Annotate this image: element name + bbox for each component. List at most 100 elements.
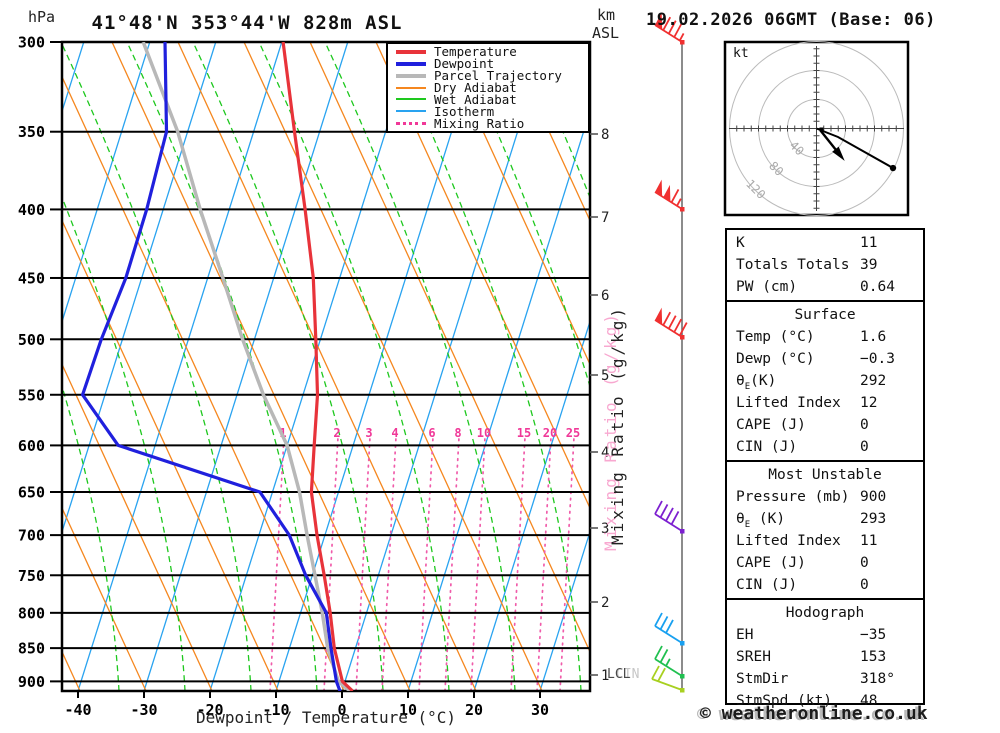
mixing-ratio-label: 25 bbox=[566, 426, 580, 440]
dewpoint-curve bbox=[80, 42, 342, 691]
table-row-value: 11 bbox=[860, 533, 878, 549]
table-section-header: Hodograph bbox=[785, 605, 865, 621]
isotherm-line bbox=[143, 42, 349, 691]
wet-adiabat-line bbox=[390, 42, 582, 691]
table-row-value: 900 bbox=[860, 489, 887, 505]
sounding-curves bbox=[80, 42, 354, 691]
table-row: Pressure (mb) 900 bbox=[727, 486, 923, 508]
temp-tick-label: 10 bbox=[399, 701, 417, 719]
table-row: CAPE (J) 0 bbox=[727, 552, 923, 574]
hodograph-trace bbox=[816, 127, 894, 169]
legend-label: Temperature bbox=[434, 44, 517, 60]
table-row: SREH 153 bbox=[727, 646, 923, 668]
dry-adiabat-line bbox=[62, 506, 147, 691]
mixing-ratio-line bbox=[323, 436, 339, 691]
temp-tick-label: -10 bbox=[262, 701, 289, 719]
table-row-label: θE (K) bbox=[736, 511, 786, 530]
isotherm-line bbox=[407, 109, 590, 691]
table-section-most-unstable: Most Unstable Pressure (mb) 900 θE (K) 293 Li… bbox=[727, 460, 923, 598]
temp-tick-label: -30 bbox=[130, 701, 157, 719]
table-row-label: Totals Totals bbox=[736, 257, 850, 273]
table-section-header: Most Unstable bbox=[768, 467, 882, 483]
mixing-ratio-line bbox=[269, 436, 285, 691]
table-row-label: Dewp (°C) bbox=[736, 351, 815, 367]
hodograph-trace-end-dot bbox=[889, 164, 897, 172]
pressure-tick-label: 700 bbox=[18, 527, 45, 545]
legend-item: Dry Adiabat bbox=[388, 81, 588, 94]
wind-barb bbox=[654, 179, 685, 212]
table-row-value: 39 bbox=[860, 257, 878, 273]
dry-adiabat-line bbox=[111, 42, 411, 691]
legend-swatch-line bbox=[396, 61, 426, 66]
page-title: 41°48'N 353°44'W 828m ASL bbox=[91, 12, 403, 34]
parcel-trajectory-curve bbox=[141, 42, 352, 691]
wet-adiabat-line bbox=[62, 384, 120, 691]
wind-barb-station-dot bbox=[680, 40, 685, 45]
table-row-value: 11 bbox=[860, 235, 878, 251]
table-row-label: K bbox=[736, 235, 745, 251]
dry-adiabat-line bbox=[177, 42, 477, 691]
pressure-tick-label: 400 bbox=[18, 201, 45, 219]
wet-adiabat-line bbox=[192, 42, 384, 691]
wind-barb-station-dot bbox=[680, 674, 685, 679]
wind-barb-station-dot bbox=[680, 641, 685, 646]
table-row-value: 293 bbox=[860, 511, 887, 527]
pressure-tick-label: 800 bbox=[18, 604, 45, 622]
hodograph-unit-label: kt bbox=[733, 46, 749, 61]
mixing-ratio-line bbox=[381, 436, 397, 691]
table-row-value: 0 bbox=[860, 439, 869, 455]
mixing-ratio-label: 4 bbox=[391, 426, 398, 440]
wet-adiabat-line bbox=[522, 42, 590, 200]
dry-adiabat-line bbox=[375, 42, 590, 510]
legend-item: Isotherm bbox=[388, 105, 588, 117]
mixing-ratio-axis-label: Mixing Ratio (g/kg) bbox=[608, 304, 627, 545]
pressure-tick-label: 550 bbox=[18, 386, 45, 404]
table-row-label: StmSpd (kt) bbox=[736, 693, 833, 709]
table-row-value: 0 bbox=[860, 417, 869, 433]
table-row-value: 48 bbox=[860, 693, 878, 709]
table-section: K 11 Totals Totals 39 PW (cm) 0.64 bbox=[727, 230, 923, 300]
pressure-tick-label: 650 bbox=[18, 483, 45, 501]
table-row-value: 12 bbox=[860, 395, 878, 411]
wind-barb-station-dot bbox=[680, 688, 685, 693]
isotherm-line bbox=[539, 529, 590, 691]
dry-adiabat-line bbox=[62, 75, 345, 691]
table-row-label: Temp (°C) bbox=[736, 329, 815, 345]
wind-barb-station-dot bbox=[680, 335, 685, 340]
wind-barb bbox=[651, 665, 685, 693]
temp-tick-label: -20 bbox=[196, 701, 223, 719]
table-row: CIN (J) 0 bbox=[727, 436, 923, 458]
wet-adiabat-line bbox=[324, 42, 516, 691]
storm-motion-arrowhead bbox=[832, 146, 845, 161]
table-row-value: 1.6 bbox=[860, 329, 887, 345]
legend-swatch-line bbox=[396, 98, 426, 101]
wet-adiabat-line bbox=[62, 195, 186, 691]
wind-barb-station-dot bbox=[680, 529, 685, 534]
isotherm-line bbox=[209, 42, 415, 691]
temp-tick-label: 20 bbox=[465, 701, 483, 719]
legend-swatch-line bbox=[396, 86, 426, 89]
legend-item: Temperature bbox=[388, 46, 588, 58]
table-row-value: 292 bbox=[860, 373, 887, 389]
temperature-curve bbox=[281, 42, 354, 691]
mixing-ratio-line bbox=[355, 436, 371, 691]
table-row: StmDir 318° bbox=[727, 668, 923, 690]
wind-barb bbox=[654, 612, 685, 646]
table-row-label: StmDir bbox=[736, 671, 789, 687]
table-row: Temp (°C) 1.6 bbox=[727, 326, 923, 348]
legend-label: Wet Adiabat bbox=[434, 91, 517, 107]
mixing-ratio-label: 3 bbox=[365, 426, 372, 440]
table-row-value: −35 bbox=[860, 627, 887, 643]
legend-swatch-line bbox=[396, 49, 426, 54]
km-tick-label: 4 bbox=[601, 445, 609, 461]
table-row-label: Lifted Index bbox=[736, 395, 841, 411]
legend-label: Dewpoint bbox=[434, 56, 495, 72]
pressure-tick-label: 300 bbox=[18, 34, 45, 52]
km-unit-label: km bbox=[597, 6, 616, 24]
isotherm-line bbox=[77, 42, 283, 691]
mixing-ratio-line bbox=[418, 436, 434, 691]
mixing-ratio-label: 15 bbox=[517, 426, 531, 440]
